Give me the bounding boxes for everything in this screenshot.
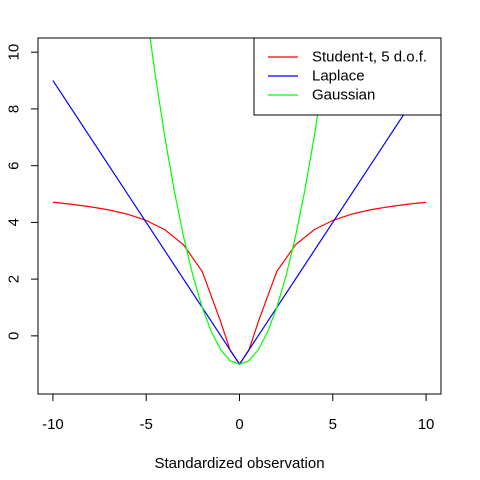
series-line-0: [52, 201, 427, 366]
series-line-1: [52, 80, 427, 366]
x-tick-label: -10: [42, 416, 64, 433]
y-tick-label: 10: [6, 44, 23, 61]
x-tick-label: 5: [329, 416, 337, 433]
x-tick-label: -5: [140, 416, 153, 433]
y-tick-label: 0: [6, 332, 23, 340]
legend-label-0: Student-t, 5 d.o.f.: [312, 49, 427, 66]
x-axis-title: Standardized observation: [154, 455, 324, 472]
legend-label-1: Laplace: [312, 68, 365, 85]
y-tick-label: 6: [6, 161, 23, 169]
legend: Student-t, 5 d.o.f. Laplace Gaussian: [253, 37, 442, 116]
x-tick-label: 10: [418, 416, 435, 433]
legend-label-2: Gaussian: [312, 87, 375, 104]
y-tick-label: 4: [6, 218, 23, 226]
y-tick-label: 8: [6, 105, 23, 113]
x-axis: -10 -5 0 5 10: [42, 393, 435, 433]
x-tick-label: 0: [235, 416, 243, 433]
series-layer: [52, 38, 427, 366]
y-axis: 0 2 4 6 8 10: [6, 44, 39, 340]
series-line-2: [149, 38, 330, 365]
y-tick-label: 2: [6, 275, 23, 283]
